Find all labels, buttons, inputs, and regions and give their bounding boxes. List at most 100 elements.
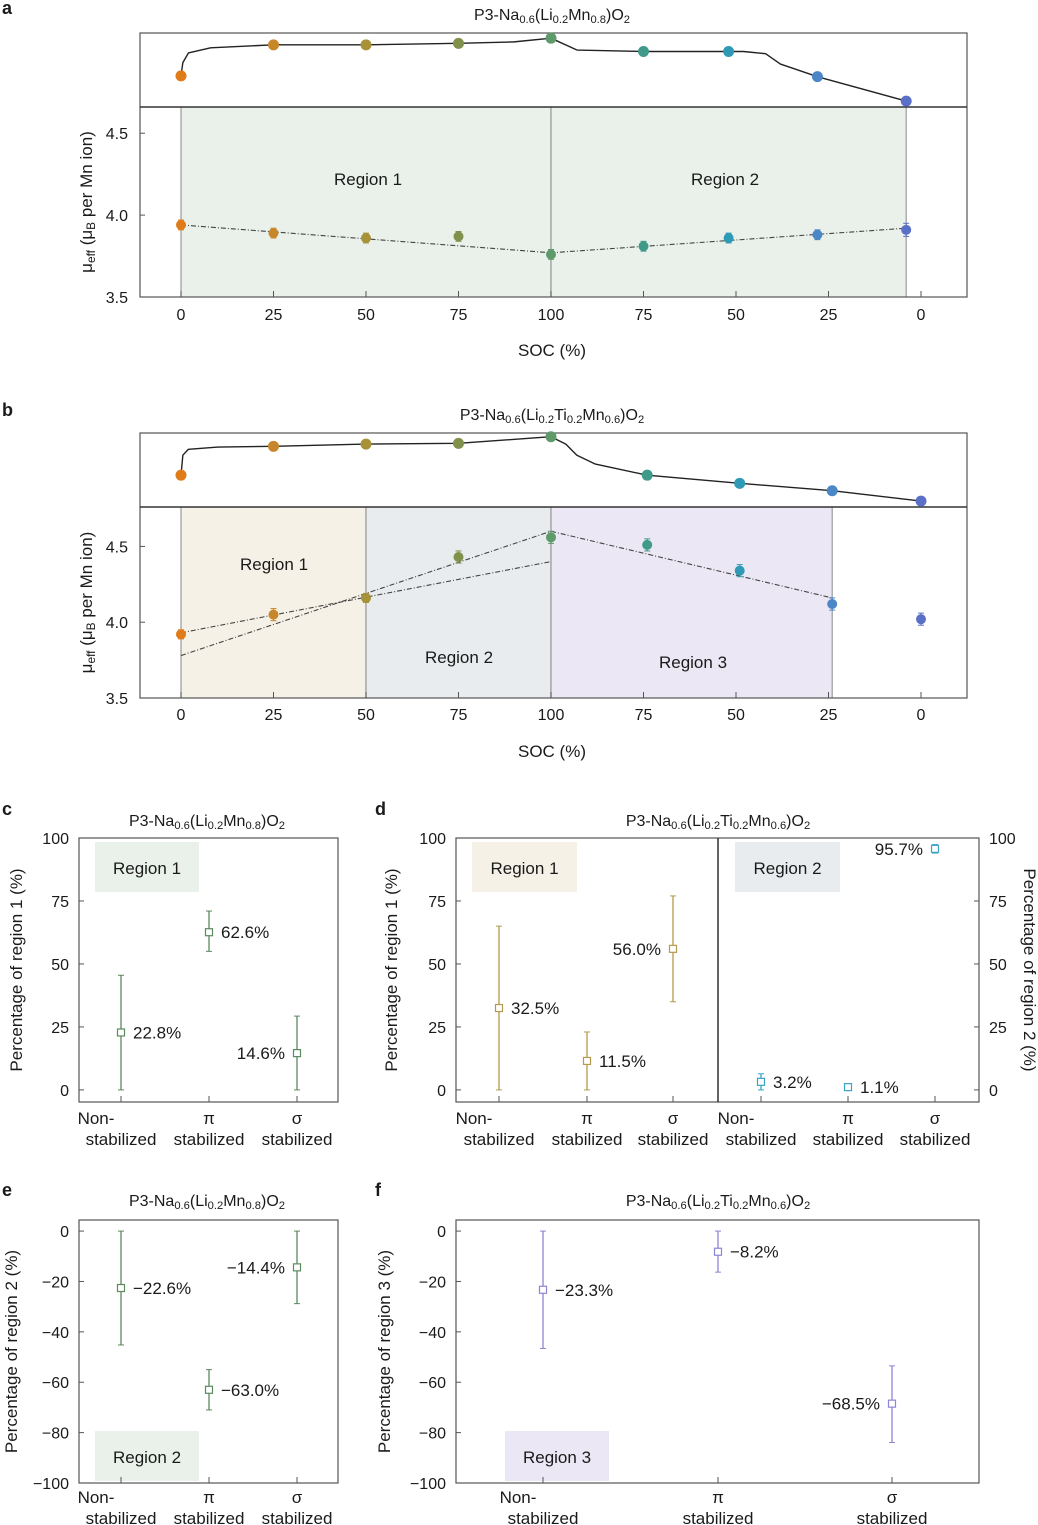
value-label: 14.6%	[237, 1044, 285, 1063]
category-label-line2: stabilized	[638, 1130, 709, 1149]
y-axis-label-part: μ	[77, 263, 96, 273]
category-label-line2: stabilized	[508, 1509, 579, 1525]
value-label: 3.2%	[773, 1073, 812, 1092]
data-point	[538, 1285, 548, 1294]
category-label-line2: stabilized	[683, 1509, 754, 1525]
category-label-line1: σ	[930, 1109, 941, 1128]
chart-title-part: Mn	[748, 813, 770, 830]
y-tick-label: 0	[60, 1224, 69, 1241]
y-axis-label: μeff (μB per Mn ion)	[77, 532, 98, 674]
voltage-marker	[826, 485, 838, 497]
value-label: 11.5%	[599, 1052, 646, 1071]
data-point	[642, 539, 653, 550]
chart-title-part: 0.2	[705, 1200, 721, 1212]
chart-title-part: )O	[620, 407, 638, 424]
region-label: Region 2	[691, 170, 759, 189]
chart-title: P3-Na0.6(Li0.2Ti0.2Mn0.6)O2	[626, 813, 810, 832]
region-badge	[735, 842, 840, 892]
x-tick-label: 25	[820, 707, 838, 724]
y-axis-label-part: eff	[84, 650, 98, 664]
panel-letter-c: c	[2, 799, 12, 819]
chart-title: P3-Na0.6(Li0.2Mn0.8)O2	[129, 1193, 285, 1212]
category-label-line2: stabilized	[464, 1130, 535, 1149]
y-tick-label: −60	[419, 1375, 446, 1392]
data-point	[494, 1003, 504, 1013]
y-axis-label-part: per Mn ion)	[77, 131, 96, 222]
panel-letter-f: f	[375, 1180, 382, 1200]
region-badge	[505, 1431, 609, 1481]
y-tick-label: 100	[42, 831, 69, 848]
y-tick-label: 3.5	[106, 290, 128, 307]
data-point	[582, 1056, 592, 1066]
data-point	[734, 565, 745, 576]
value-label: 22.8%	[133, 1023, 181, 1042]
y-tick-label: −100	[33, 1476, 69, 1493]
data-point	[292, 1263, 302, 1272]
category-label-line1: π	[842, 1109, 854, 1128]
value-label: 56.0%	[613, 940, 661, 959]
region-badge	[95, 1431, 199, 1481]
data-point	[916, 614, 926, 625]
category-label-line1: Non-	[78, 1488, 115, 1507]
region-badge	[472, 842, 577, 892]
x-tick-label: 50	[357, 707, 375, 724]
category-label-line1: σ	[292, 1109, 303, 1128]
x-tick-label: 0	[177, 307, 186, 324]
voltage-marker	[734, 477, 746, 489]
data-point	[546, 532, 556, 543]
chart-title: P3-Na0.6(Li0.2Ti0.2Mn0.6)O2	[626, 1193, 810, 1212]
voltage-marker	[268, 39, 279, 51]
category-label-line2: stabilized	[726, 1130, 797, 1149]
x-tick-label: 0	[917, 307, 926, 324]
region-label: Region 3	[523, 1448, 591, 1467]
category-label-line1: σ	[887, 1488, 898, 1507]
chart-title-part: P3-Na	[129, 813, 174, 830]
chart-title-part: 0.2	[733, 820, 749, 832]
region-shade	[181, 507, 366, 698]
y-tick-label: 0	[60, 1083, 69, 1100]
region-label: Region 1	[113, 859, 181, 878]
value-label: 95.7%	[875, 840, 923, 859]
chart-title-part: 2	[804, 1200, 810, 1212]
chart-title-part: P3-Na	[474, 7, 519, 24]
value-label: −14.4%	[227, 1258, 285, 1277]
voltage-marker	[811, 71, 823, 83]
chart-title-part: (Li	[521, 407, 539, 424]
region-shade	[181, 107, 551, 297]
chart-title-part: 0.6	[605, 414, 621, 426]
y-tick-label: −100	[410, 1476, 446, 1493]
y-tick-label: 4.5	[106, 539, 128, 556]
panel-letter-b: b	[2, 400, 13, 420]
y-axis-label: Percentage of region 2 (%)	[2, 1250, 21, 1453]
y-tick-label: 100	[419, 831, 446, 848]
data-point	[546, 249, 556, 260]
chart-title-part: 0.6	[671, 1200, 687, 1212]
chart-title-part: 2	[638, 414, 644, 426]
plot-frame	[139, 32, 968, 298]
y-tick-label: 4.0	[106, 208, 128, 225]
x-tick-label: 75	[635, 307, 653, 324]
category-label-line2: stabilized	[813, 1130, 884, 1149]
data-point	[901, 224, 912, 235]
value-label: −22.6%	[133, 1279, 191, 1298]
voltage-marker	[175, 469, 187, 481]
value-label: −8.2%	[730, 1243, 779, 1262]
y-axis-label-part: per Mn ion)	[77, 532, 96, 623]
chart-title-part: Mn	[223, 1193, 245, 1210]
chart-title-part: Mn	[223, 813, 245, 830]
y-tick-label-right: 100	[989, 831, 1016, 848]
region-label: Region 2	[425, 648, 493, 667]
data-point	[723, 233, 734, 244]
category-label-line2: stabilized	[86, 1130, 157, 1149]
voltage-marker	[900, 95, 912, 107]
data-point	[930, 844, 940, 853]
x-tick-label: 0	[917, 707, 926, 724]
category-label-line2: stabilized	[857, 1509, 928, 1525]
chart-title-part: 0.2	[733, 1200, 749, 1212]
x-tick-label: 75	[450, 707, 468, 724]
chart-title-part: (Li	[190, 1193, 208, 1210]
chart-title-part: 0.8	[590, 14, 606, 26]
data-point	[116, 1283, 126, 1293]
x-tick-label: 50	[357, 307, 375, 324]
